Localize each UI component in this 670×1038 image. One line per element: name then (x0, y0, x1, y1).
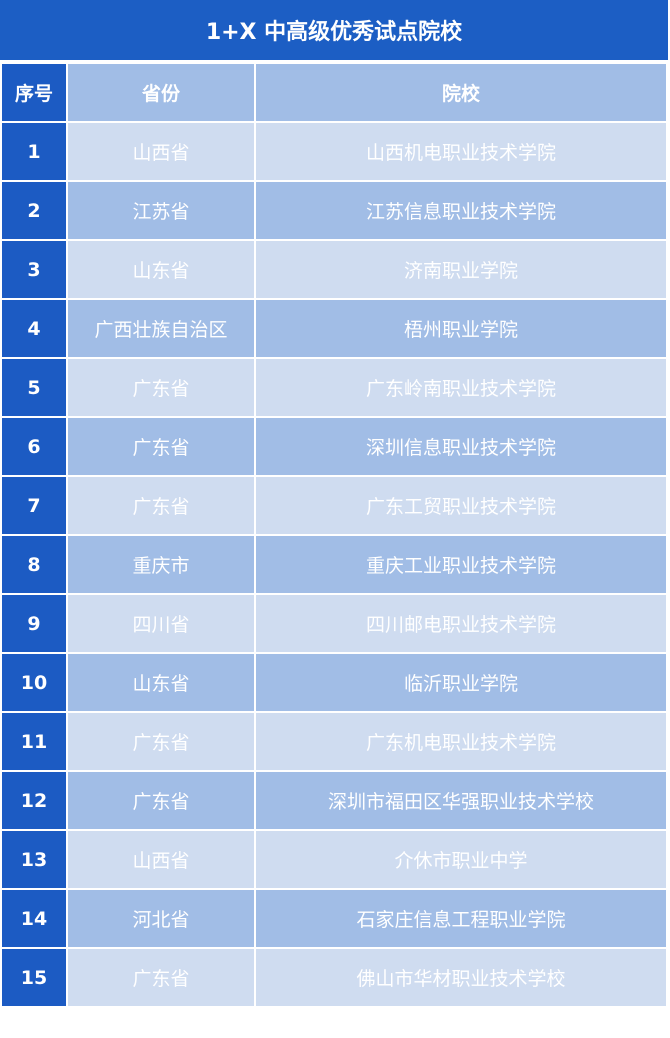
row-province: 广东省 (66, 357, 256, 418)
row-province: 广东省 (66, 711, 256, 772)
table-row: 8 重庆市 重庆工业职业技术学院 (0, 534, 668, 595)
table-row: 14 河北省 石家庄信息工程职业学院 (0, 888, 668, 949)
row-index: 15 (0, 947, 68, 1008)
table-row: 10 山东省 临沂职业学院 (0, 652, 668, 713)
row-province: 广西壮族自治区 (66, 298, 256, 359)
row-index: 4 (0, 298, 68, 359)
row-index: 11 (0, 711, 68, 772)
row-school: 石家庄信息工程职业学院 (254, 888, 668, 949)
row-province: 广东省 (66, 416, 256, 477)
table-row: 15 广东省 佛山市华材职业技术学校 (0, 947, 668, 1008)
row-province: 山东省 (66, 652, 256, 713)
row-index: 8 (0, 534, 68, 595)
table-row: 6 广东省 深圳信息职业技术学院 (0, 416, 668, 477)
row-index: 6 (0, 416, 68, 477)
table-row: 11 广东省 广东机电职业技术学院 (0, 711, 668, 772)
table-row: 7 广东省 广东工贸职业技术学院 (0, 475, 668, 536)
row-index: 12 (0, 770, 68, 831)
row-index: 7 (0, 475, 68, 536)
row-school: 广东岭南职业技术学院 (254, 357, 668, 418)
schools-table: 序号 省份 院校 1 山西省 山西机电职业技术学院 2 江苏省 江苏信息职业技术学院 3 山东… (0, 62, 668, 1008)
table-row: 4 广西壮族自治区 梧州职业学院 (0, 298, 668, 359)
row-province: 重庆市 (66, 534, 256, 595)
row-index: 9 (0, 593, 68, 654)
row-school: 佛山市华材职业技术学校 (254, 947, 668, 1008)
row-index: 1 (0, 121, 68, 182)
row-school: 梧州职业学院 (254, 298, 668, 359)
row-school: 重庆工业职业技术学院 (254, 534, 668, 595)
table-row: 13 山西省 介休市职业中学 (0, 829, 668, 890)
row-province: 河北省 (66, 888, 256, 949)
row-province: 四川省 (66, 593, 256, 654)
header-row: 序号 省份 院校 (0, 62, 668, 123)
table-row: 3 山东省 济南职业学院 (0, 239, 668, 300)
row-index: 14 (0, 888, 68, 949)
table-row: 2 江苏省 江苏信息职业技术学院 (0, 180, 668, 241)
header-school: 院校 (254, 62, 668, 123)
row-province: 广东省 (66, 475, 256, 536)
row-school: 深圳信息职业技术学院 (254, 416, 668, 477)
row-index: 10 (0, 652, 68, 713)
table-row: 5 广东省 广东岭南职业技术学院 (0, 357, 668, 418)
row-province: 山西省 (66, 121, 256, 182)
header-index: 序号 (0, 62, 68, 123)
row-province: 山西省 (66, 829, 256, 890)
row-index: 13 (0, 829, 68, 890)
table-row: 12 广东省 深圳市福田区华强职业技术学校 (0, 770, 668, 831)
table-title: 1+X 中高级优秀试点院校 (0, 0, 668, 62)
row-school: 深圳市福田区华强职业技术学校 (254, 770, 668, 831)
row-school: 临沂职业学院 (254, 652, 668, 713)
row-school: 介休市职业中学 (254, 829, 668, 890)
row-province: 江苏省 (66, 180, 256, 241)
row-index: 5 (0, 357, 68, 418)
row-school: 江苏信息职业技术学院 (254, 180, 668, 241)
row-school: 广东工贸职业技术学院 (254, 475, 668, 536)
row-school: 四川邮电职业技术学院 (254, 593, 668, 654)
pilot-schools-table-card: 1+X 中高级优秀试点院校 序号 省份 院校 1 山西省 山西机电职业技术学院 2 江苏… (0, 0, 668, 1008)
row-school: 广东机电职业技术学院 (254, 711, 668, 772)
row-province: 广东省 (66, 947, 256, 1008)
table-row: 1 山西省 山西机电职业技术学院 (0, 121, 668, 182)
header-province: 省份 (66, 62, 256, 123)
row-province: 广东省 (66, 770, 256, 831)
row-school: 济南职业学院 (254, 239, 668, 300)
row-school: 山西机电职业技术学院 (254, 121, 668, 182)
table-row: 9 四川省 四川邮电职业技术学院 (0, 593, 668, 654)
row-province: 山东省 (66, 239, 256, 300)
row-index: 2 (0, 180, 68, 241)
row-index: 3 (0, 239, 68, 300)
